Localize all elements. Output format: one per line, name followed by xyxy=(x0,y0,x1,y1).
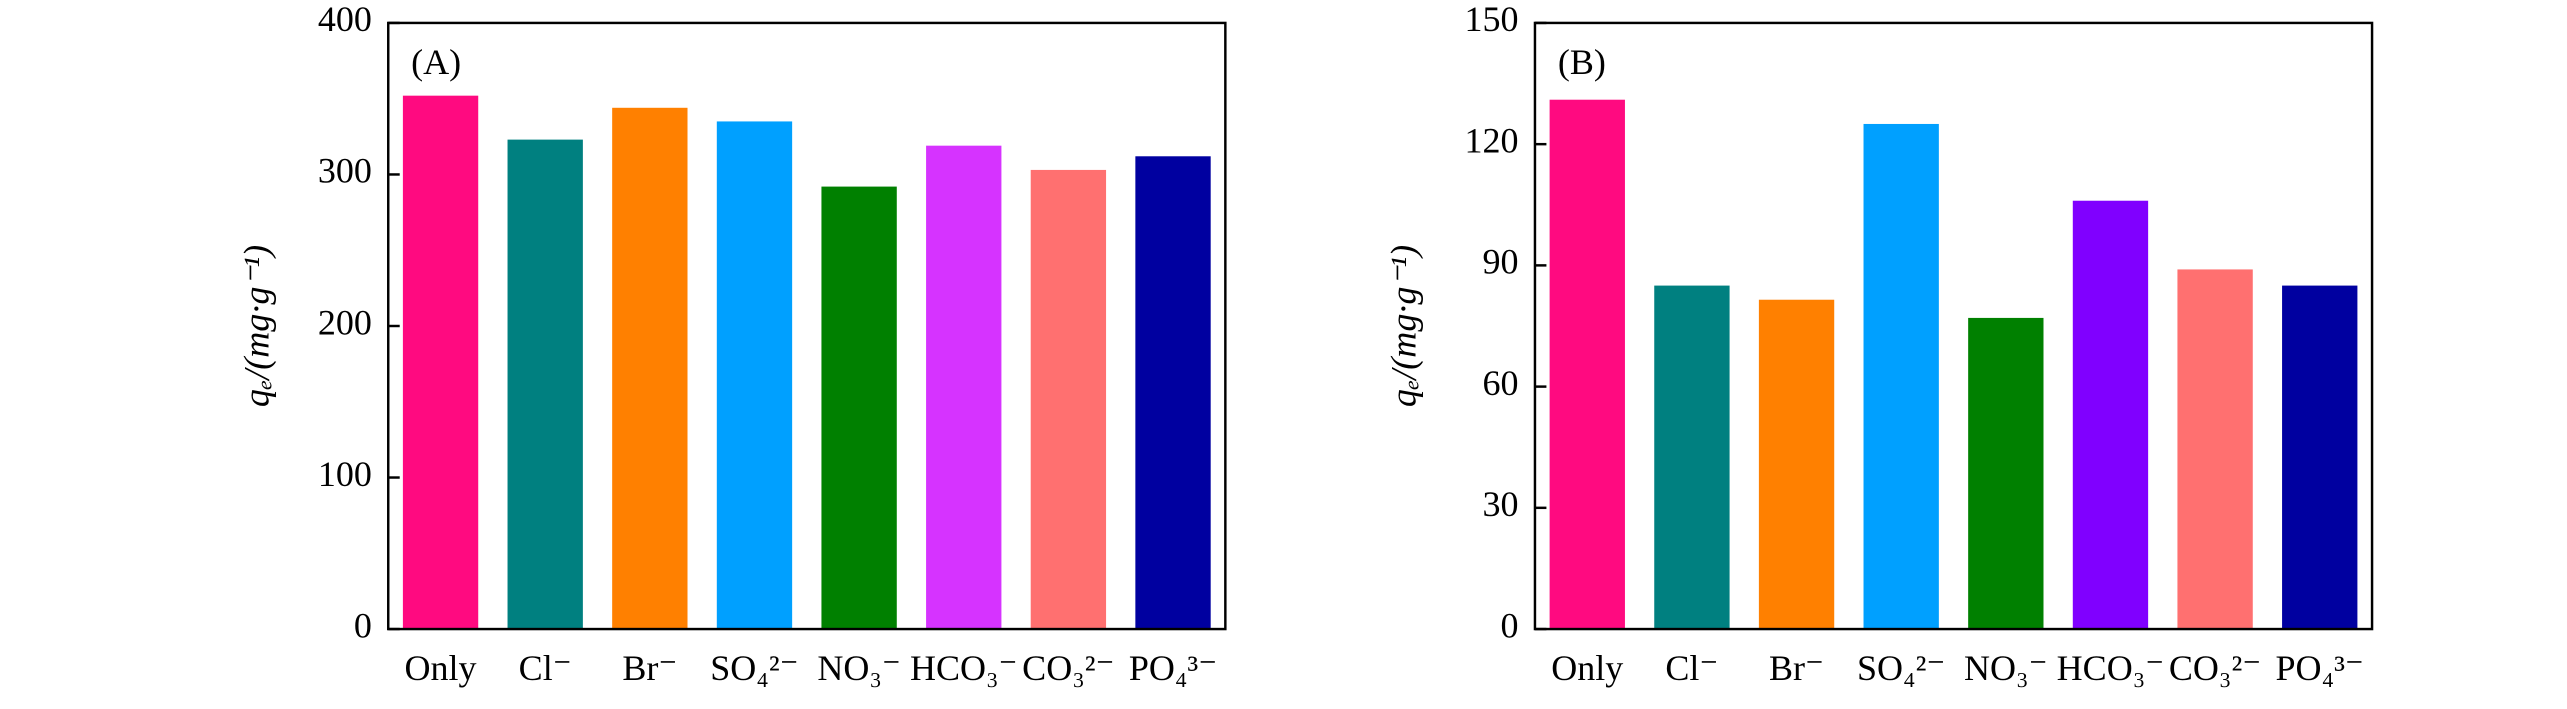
bar xyxy=(716,121,793,630)
x-tick-label: Br⁻ xyxy=(1769,648,1824,688)
x-tick-label: Cl⁻ xyxy=(1665,648,1718,688)
x-tick-label: SO₄²⁻ xyxy=(710,648,798,688)
x-tick-label: HCO₃⁻ xyxy=(2057,648,2165,688)
bar xyxy=(1654,285,1730,630)
y-tick-label: 0 xyxy=(1501,605,1519,645)
y-axis-label: qₑ/(mg·g⁻¹) xyxy=(1383,245,1423,407)
y-tick-label: 60 xyxy=(1483,363,1519,403)
y-tick-label: 100 xyxy=(318,454,372,494)
bar xyxy=(2282,285,2358,630)
x-tick-label: HCO₃⁻ xyxy=(910,648,1018,688)
x-tick-label: Only xyxy=(405,648,477,688)
x-tick-label: NO₃⁻ xyxy=(1964,648,2048,688)
x-tick-label: Only xyxy=(1551,648,1623,688)
x-tick-label: PO₄³⁻ xyxy=(1129,648,1217,688)
y-tick-label: 200 xyxy=(318,302,372,342)
y-tick-label: 0 xyxy=(354,605,372,645)
bar xyxy=(1030,169,1107,630)
x-tick-label: SO₄²⁻ xyxy=(1857,648,1945,688)
x-tick-label: NO₃⁻ xyxy=(817,648,901,688)
bar xyxy=(507,139,583,630)
bar xyxy=(1549,99,1625,630)
bar xyxy=(926,145,1002,630)
panel-label: (A) xyxy=(411,42,461,82)
bar xyxy=(1863,123,1939,630)
y-axis-label: qₑ/(mg·g⁻¹) xyxy=(237,245,277,407)
bar xyxy=(2072,200,2149,630)
bar xyxy=(402,95,479,630)
bar xyxy=(612,107,688,630)
x-tick-label: Cl⁻ xyxy=(519,648,572,688)
y-tick-label: 120 xyxy=(1465,120,1519,160)
y-tick-label: 150 xyxy=(1465,0,1519,39)
x-tick-label: CO₃²⁻ xyxy=(2169,648,2261,688)
bar xyxy=(1758,299,1835,630)
x-tick-label: Br⁻ xyxy=(622,648,677,688)
y-tick-label: 300 xyxy=(318,151,372,191)
y-tick-label: 400 xyxy=(318,0,372,39)
bar xyxy=(1968,317,2044,630)
y-tick-label: 90 xyxy=(1483,242,1519,282)
y-tick-label: 30 xyxy=(1483,484,1519,524)
bar xyxy=(1135,156,1211,630)
x-tick-label: CO₃²⁻ xyxy=(1022,648,1114,688)
panel-label: (B) xyxy=(1558,42,1606,82)
bar xyxy=(821,186,897,630)
bar xyxy=(2177,269,2253,630)
plot-frame xyxy=(1533,21,2374,631)
x-tick-label: PO₄³⁻ xyxy=(2276,648,2364,688)
plot-frame xyxy=(387,21,1227,631)
